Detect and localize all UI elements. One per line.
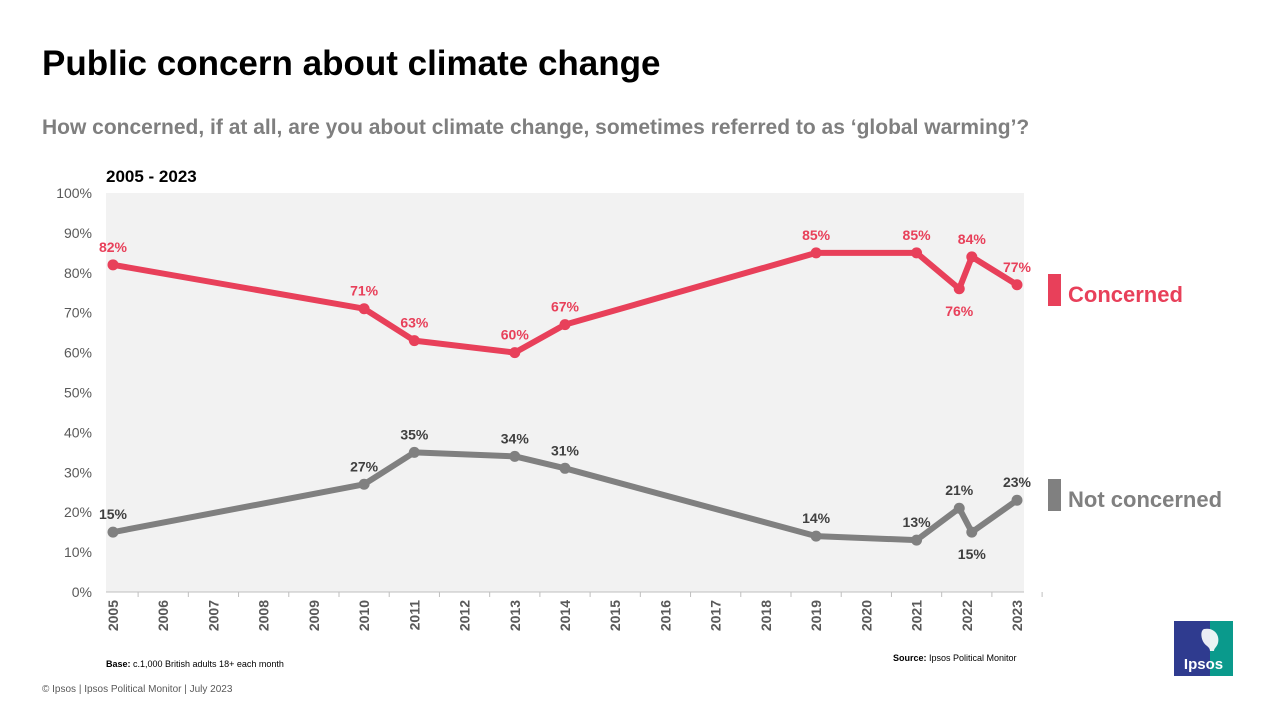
data-label-concerned: 76% xyxy=(945,303,974,319)
data-label-concerned: 84% xyxy=(958,231,987,247)
x-tick-label: 2021 xyxy=(909,600,925,631)
data-point-concerned xyxy=(559,319,571,331)
x-tick-label: 2017 xyxy=(708,600,724,631)
person-silhouette-icon xyxy=(1201,628,1219,651)
series-line-concerned xyxy=(110,249,1020,356)
data-label-concerned: 82% xyxy=(99,239,128,255)
y-tick-label: 0% xyxy=(72,584,92,600)
ipsos-logo: Ipsos xyxy=(1174,621,1233,676)
page-title: Public concern about climate change xyxy=(42,44,661,83)
y-tick-label: 80% xyxy=(64,265,92,281)
data-point-concerned xyxy=(810,247,822,259)
y-tick-label: 30% xyxy=(64,464,92,480)
y-tick-label: 60% xyxy=(64,345,92,361)
data-label-not-concerned: 15% xyxy=(99,506,128,522)
data-label-concerned: 85% xyxy=(802,227,831,243)
x-tick-label: 2018 xyxy=(758,600,774,631)
data-label-not-concerned: 21% xyxy=(945,482,974,498)
x-tick-label: 2020 xyxy=(858,600,874,631)
source-note: Source: Ipsos Political Monitor xyxy=(893,653,1017,663)
chart-subtitle: How concerned, if at all, are you about … xyxy=(42,116,1030,139)
data-label-concerned: 85% xyxy=(903,227,932,243)
plot-area xyxy=(106,193,1024,592)
legend-swatch-not-concerned xyxy=(1048,479,1061,511)
x-tick-label: 2015 xyxy=(607,600,623,631)
base-note-text: c.1,000 British adults 18+ each month xyxy=(130,659,284,669)
data-point-not-concerned xyxy=(1011,494,1023,506)
data-point-concerned xyxy=(953,283,965,295)
x-tick-label: 2005 xyxy=(105,600,121,631)
legend-swatch-concerned xyxy=(1048,274,1061,306)
data-point-not-concerned xyxy=(911,534,923,546)
data-point-concerned xyxy=(358,303,370,315)
y-tick-label: 40% xyxy=(64,424,92,440)
y-tick-label: 90% xyxy=(64,225,92,241)
data-point-concerned xyxy=(911,247,923,259)
data-label-not-concerned: 34% xyxy=(501,430,530,446)
data-label-not-concerned: 27% xyxy=(350,458,379,474)
x-tick-label: 2008 xyxy=(256,600,272,631)
x-tick-label: 2016 xyxy=(657,600,673,631)
data-label-concerned: 67% xyxy=(551,299,580,315)
base-note: Base: c.1,000 British adults 18+ each mo… xyxy=(106,659,284,669)
footer-copyright: © Ipsos | Ipsos Political Monitor | July… xyxy=(42,684,233,695)
x-tick-label: 2007 xyxy=(205,600,221,631)
data-point-not-concerned xyxy=(953,502,965,514)
x-tick-label: 2022 xyxy=(959,600,975,631)
data-label-not-concerned: 23% xyxy=(1003,474,1032,490)
x-tick-label: 2014 xyxy=(557,600,573,631)
y-tick-label: 50% xyxy=(64,385,92,401)
legend-label-not-concerned: Not concerned xyxy=(1068,487,1223,512)
data-label-not-concerned: 14% xyxy=(802,510,831,526)
source-note-label: Source: xyxy=(893,653,927,663)
data-point-not-concerned xyxy=(810,530,822,542)
data-point-concerned xyxy=(509,347,521,359)
logo-text: Ipsos xyxy=(1183,656,1224,673)
data-label-not-concerned: 13% xyxy=(903,514,932,530)
data-point-not-concerned xyxy=(358,478,370,490)
data-point-not-concerned xyxy=(559,462,571,474)
data-point-concerned xyxy=(408,335,420,347)
series-layer: 82% 71% 63% 60% 67% 85% 85% 76% 84% 77% 15% 27% 35% 3… xyxy=(99,227,1032,562)
data-point-not-concerned xyxy=(966,526,978,538)
source-note-text: Ipsos Political Monitor xyxy=(926,653,1017,663)
data-point-not-concerned xyxy=(509,450,521,462)
x-axis: 2005 2006 2007 2008 2009 2010 2011 2012 2013 2014… xyxy=(105,591,1043,631)
date-range-label: 2005 - 2023 xyxy=(106,167,197,186)
data-label-concerned: 60% xyxy=(501,327,530,343)
x-tick-label: 2011 xyxy=(406,600,422,631)
y-tick-label: 10% xyxy=(64,544,92,560)
series-line-not-concerned xyxy=(110,449,1020,544)
data-label-not-concerned: 35% xyxy=(400,426,429,442)
y-tick-label: 20% xyxy=(64,504,92,520)
data-label-concerned: 77% xyxy=(1003,259,1032,275)
x-tick-label: 2012 xyxy=(457,600,473,631)
data-label-not-concerned: 15% xyxy=(958,546,987,562)
data-point-concerned xyxy=(966,251,978,263)
data-point-not-concerned xyxy=(408,446,420,458)
data-point-not-concerned xyxy=(107,526,119,538)
y-tick-label: 70% xyxy=(64,305,92,321)
x-tick-label: 2023 xyxy=(1009,600,1025,631)
y-tick-label: 100% xyxy=(56,185,92,201)
x-tick-label: 2009 xyxy=(306,600,322,631)
x-tick-label: 2006 xyxy=(155,600,171,631)
x-tick-label: 2013 xyxy=(507,600,523,631)
y-axis: 0% 10% 20% 30% 40% 50% 60% 70% 80% 90% 100% xyxy=(56,185,92,600)
data-label-not-concerned: 31% xyxy=(551,442,580,458)
legend-label-concerned: Concerned xyxy=(1068,282,1183,307)
data-label-concerned: 71% xyxy=(350,283,379,299)
base-note-label: Base: xyxy=(106,659,131,669)
data-point-concerned xyxy=(1011,279,1023,291)
x-tick-label: 2019 xyxy=(808,600,824,631)
data-label-concerned: 63% xyxy=(400,315,429,331)
data-point-concerned xyxy=(107,259,119,271)
x-tick-label: 2010 xyxy=(356,600,372,631)
